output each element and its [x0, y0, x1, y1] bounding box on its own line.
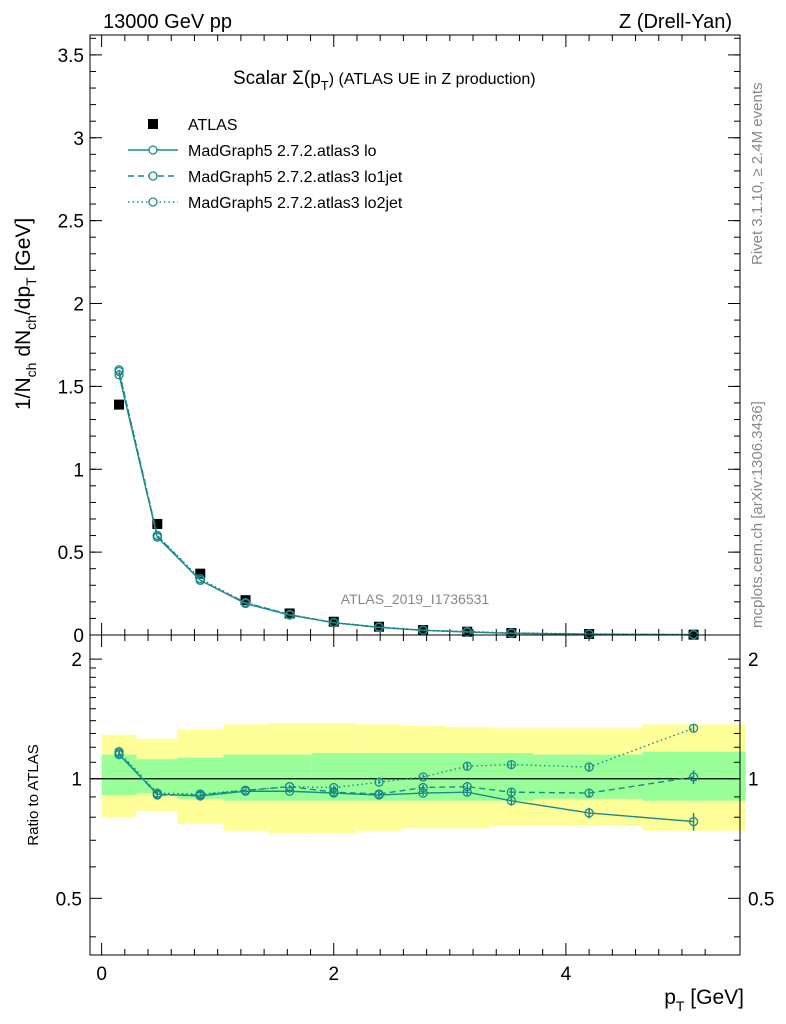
ratio-point-dotted [152, 788, 162, 798]
ratio-y-tick-label-right: 0.5 [748, 889, 774, 910]
main-y-axis-label: 1/Nch dNch/dpT [GeV] [12, 218, 39, 410]
atlas-data-point [328, 616, 339, 627]
mc-point-dotted [329, 617, 339, 628]
mc-point-dotted [462, 626, 472, 637]
legend-marker-dashed [148, 171, 158, 181]
ratio-point-solid [584, 808, 594, 818]
x-axis-label: pT [GeV] [664, 986, 744, 1014]
legend: ATLAS MadGraph5 2.7.2.atlas3 lo MadGraph5 … [128, 117, 403, 212]
ratio-band-inner [267, 754, 312, 801]
atlas-data-point [240, 595, 251, 606]
ratio-point-dotted [284, 782, 295, 792]
mc-point-dotted [240, 598, 251, 608]
main-y-tick-label: 0.5 [58, 543, 84, 564]
ratio-plot-frame [89, 634, 741, 956]
ratio-y-tick-label-right: 1 [748, 770, 759, 791]
x-tick-label: 2 [328, 964, 339, 985]
mcplots-label: mcplots.cern.ch [arXiv:1306.3436] [749, 401, 766, 628]
ratio-point-dotted [329, 782, 339, 793]
mc-point-dotted [284, 609, 295, 620]
legend-label: MadGraph5 2.7.2.atlas3 lo2jet [188, 195, 403, 212]
main-y-tick-label: 2.5 [58, 212, 84, 233]
mc-series-line-dotted [118, 369, 694, 636]
rivet-label: Rivet 3.1.10, ≥ 2.4M events [749, 83, 766, 266]
atlas-data-point [195, 568, 206, 579]
ratio-point-dashed [418, 782, 428, 793]
ratio-series-line-dashed [118, 752, 694, 796]
mc-point-dotted [114, 365, 124, 375]
main-y-tick-label: 3 [73, 129, 84, 150]
main-y-tick-label: 1.5 [58, 377, 84, 398]
ratio-y-tick-label: 1 [71, 770, 82, 791]
legend-label: MadGraph5 2.7.2.atlas3 lo [188, 143, 377, 160]
ratio-point-dotted [114, 746, 124, 757]
legend-atlas-marker [148, 119, 158, 129]
analysis-watermark: ATLAS_2019_I1736531 [341, 591, 490, 607]
main-y-tick-label: 2 [73, 295, 84, 316]
header-process: Z (Drell-Yan) [619, 11, 732, 33]
atlas-data-point [284, 608, 295, 619]
ratio-y-tick-label: 0.5 [56, 889, 82, 910]
ratio-point-dotted [374, 777, 384, 787]
header-collision: 13000 GeV pp [103, 11, 232, 33]
ratio-point-dashed [374, 789, 384, 799]
ratio-point-dotted [418, 772, 428, 782]
main-y-tick-label: 0 [73, 626, 84, 647]
legend-marker-dotted [148, 197, 158, 207]
ratio-point-dashed [688, 772, 699, 782]
ratio-band-inner [136, 759, 178, 794]
mc-point-dotted [152, 530, 162, 541]
ratio-y-tick-label-right: 2 [748, 650, 759, 671]
atlas-data-point [114, 399, 125, 410]
ratio-point-dashed [462, 782, 472, 792]
mc-point-dotted [418, 625, 428, 635]
ratio-point-dotted [688, 723, 699, 733]
ratio-band-inner [101, 754, 137, 795]
ratio-band-inner [533, 754, 643, 799]
ratio-point-dotted [240, 785, 251, 795]
legend-label: MadGraph5 2.7.2.atlas3 lo1jet [188, 169, 403, 186]
mc-point-dotted [374, 622, 384, 632]
ratio-point-dotted [195, 789, 205, 799]
ratio-plot: 0.5 0.5 1 1 2 2 0 2 4 [56, 635, 774, 985]
x-tick-label: 4 [561, 964, 572, 985]
ratio-point-dashed [506, 787, 516, 797]
main-y-tick-label: 3.5 [58, 46, 84, 67]
ratio-point-dotted [462, 761, 472, 771]
atlas-data-point [152, 518, 163, 529]
main-y-tick-label: 1 [73, 460, 84, 481]
chart-title: Scalar Σ(pT) (ATLAS UE in Z production) [233, 68, 536, 93]
ratio-point-solid [688, 816, 699, 827]
legend-marker-solid [148, 145, 158, 155]
ratio-y-axis-label: Ratio to ATLAS [25, 744, 42, 845]
ratio-point-dashed [584, 788, 594, 798]
ratio-point-dotted [506, 759, 516, 770]
mc-point-dotted [506, 628, 516, 638]
ratio-point-dotted [584, 762, 594, 772]
legend-label: ATLAS [188, 117, 238, 134]
ratio-y-tick-label: 2 [71, 650, 82, 671]
mc-point-dotted [195, 573, 205, 584]
main-plot: 0 0.5 1 1.5 2 2.5 3 3.5 [58, 35, 740, 647]
x-tick-label: 0 [96, 964, 107, 985]
